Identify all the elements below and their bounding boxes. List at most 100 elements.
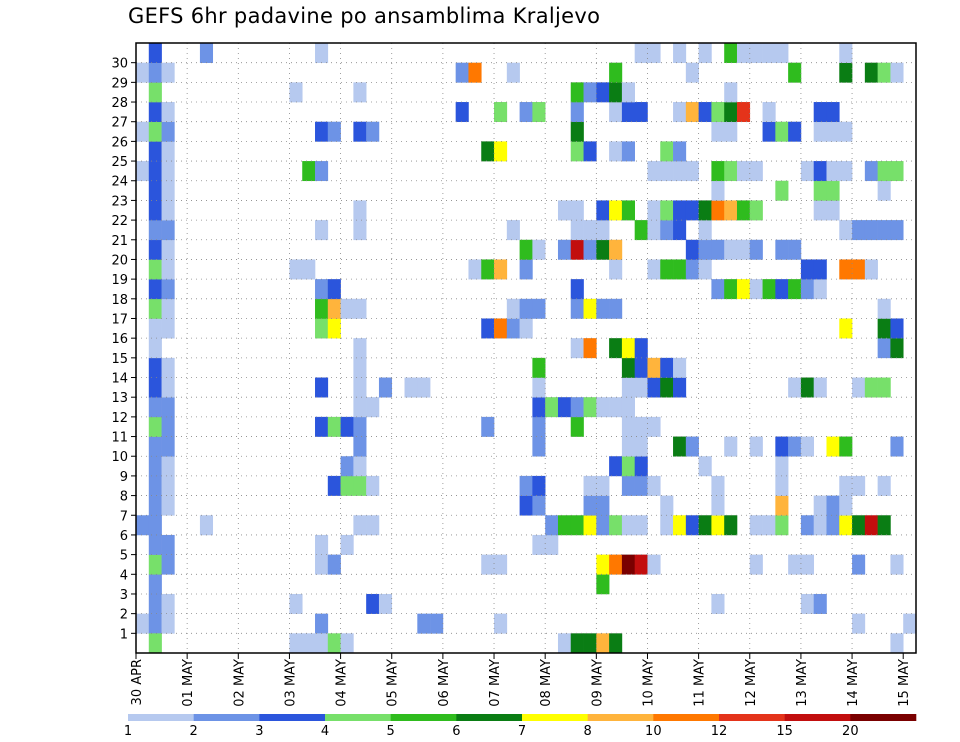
heatmap-cell: [634, 43, 648, 63]
heatmap-cell: [315, 121, 329, 142]
heatmap-cell: [621, 102, 635, 123]
heatmap-cell: [340, 298, 354, 319]
heatmap-cell: [570, 515, 584, 536]
heatmap-cell: [148, 298, 162, 319]
heatmap-cell: [468, 259, 482, 280]
heatmap-cell: [660, 200, 674, 221]
heatmap-cell: [711, 239, 725, 260]
legend-swatch: [128, 714, 194, 721]
heatmap-cell: [148, 515, 162, 536]
heatmap-cell: [609, 338, 623, 359]
heatmap-cell: [660, 495, 674, 516]
heatmap-cell: [532, 534, 546, 555]
heatmap-cell: [673, 377, 687, 398]
y-tick-label: 9: [120, 470, 128, 485]
chart-title: GEFS 6hr padavine po ansamblima Kraljevo: [128, 4, 601, 28]
heatmap-cell: [583, 397, 597, 418]
heatmap-cell: [519, 239, 533, 260]
heatmap-cell: [647, 416, 661, 437]
heatmap-cell: [749, 43, 763, 63]
heatmap-cell: [647, 554, 661, 575]
y-tick-label: 28: [111, 96, 128, 111]
heatmap-cell: [839, 43, 853, 63]
legend-label: 3: [255, 724, 263, 739]
heatmap-cell: [161, 180, 175, 201]
legend: 1 2 3 4 5 6 7 8 10 12 15 20: [124, 714, 917, 739]
heatmap-cell: [366, 397, 380, 418]
heatmap-cell: [148, 239, 162, 260]
heatmap-cell: [366, 593, 380, 614]
heatmap-cell: [532, 475, 546, 496]
heatmap-cell: [532, 397, 546, 418]
heatmap-cell: [711, 180, 725, 201]
heatmap-cell: [877, 180, 891, 201]
heatmap-cell: [685, 102, 699, 123]
heatmap-cell: [161, 318, 175, 339]
heatmap-cell: [161, 298, 175, 319]
heatmap-cell: [775, 239, 789, 260]
heatmap-cell: [570, 82, 584, 103]
heatmap-cell: [161, 475, 175, 496]
y-tick-label: 20: [111, 253, 128, 268]
heatmap-cell: [621, 416, 635, 437]
heatmap-cell: [698, 239, 712, 260]
heatmap-cell: [161, 102, 175, 123]
heatmap-cell: [736, 102, 751, 123]
heatmap-cell: [749, 554, 763, 575]
heatmap-cell: [634, 475, 648, 496]
heatmap-cell: [800, 259, 815, 280]
heatmap-cell: [711, 515, 725, 536]
x-tick-label: 04 MAY: [335, 659, 350, 707]
heatmap-cell: [724, 82, 738, 103]
heatmap-cell: [621, 456, 635, 477]
heatmap-cell: [315, 554, 329, 575]
heatmap-cell: [570, 102, 584, 123]
heatmap-cell: [852, 613, 866, 634]
heatmap-cell: [864, 259, 878, 280]
heatmap-cell: [519, 475, 533, 496]
heatmap-cell: [634, 416, 648, 437]
heatmap-cell: [813, 200, 827, 221]
heatmap-cell: [890, 338, 904, 359]
heatmap-cell: [621, 554, 635, 575]
heatmap-cell: [570, 220, 584, 241]
heatmap-cell: [877, 377, 891, 398]
heatmap-cell: [596, 515, 610, 536]
heatmap-cell: [353, 377, 367, 398]
heatmap-cell: [839, 515, 853, 536]
heatmap-cell: [647, 475, 661, 496]
heatmap-cell: [148, 43, 162, 63]
heatmap-cell: [494, 613, 508, 634]
heatmap-cell: [136, 613, 150, 634]
heatmap-cell: [711, 593, 725, 614]
y-tick-label: 13: [111, 391, 128, 406]
y-tick-label: 2: [120, 608, 128, 623]
heatmap-cell: [327, 554, 341, 575]
heatmap-cell: [583, 515, 597, 536]
heatmap-cell: [136, 62, 150, 83]
heatmap-cell: [161, 259, 175, 280]
y-tick-label: 1: [120, 627, 128, 642]
heatmap-cell: [864, 62, 878, 83]
heatmap-cell: [161, 220, 175, 241]
heatmap-cell: [148, 495, 162, 516]
heatmap-cell: [327, 475, 341, 496]
x-tick-label: 11 MAY: [693, 659, 708, 707]
heatmap-cell: [366, 515, 380, 536]
heatmap-cell: [660, 141, 674, 162]
legend-swatch: [259, 714, 326, 721]
heatmap-cell: [327, 121, 341, 142]
heatmap-cell: [545, 397, 559, 418]
heatmap-cell: [660, 377, 674, 398]
heatmap-cell: [315, 298, 329, 319]
heatmap-cell: [481, 554, 495, 575]
heatmap-cell: [788, 62, 802, 83]
heatmap-cell: [852, 515, 866, 536]
legend-swatch: [390, 714, 457, 721]
heatmap-cell: [813, 279, 827, 300]
heatmap-cell: [570, 200, 584, 221]
heatmap-cell: [506, 298, 520, 319]
heatmap-cell: [609, 397, 623, 418]
heatmap-cell: [685, 200, 699, 221]
